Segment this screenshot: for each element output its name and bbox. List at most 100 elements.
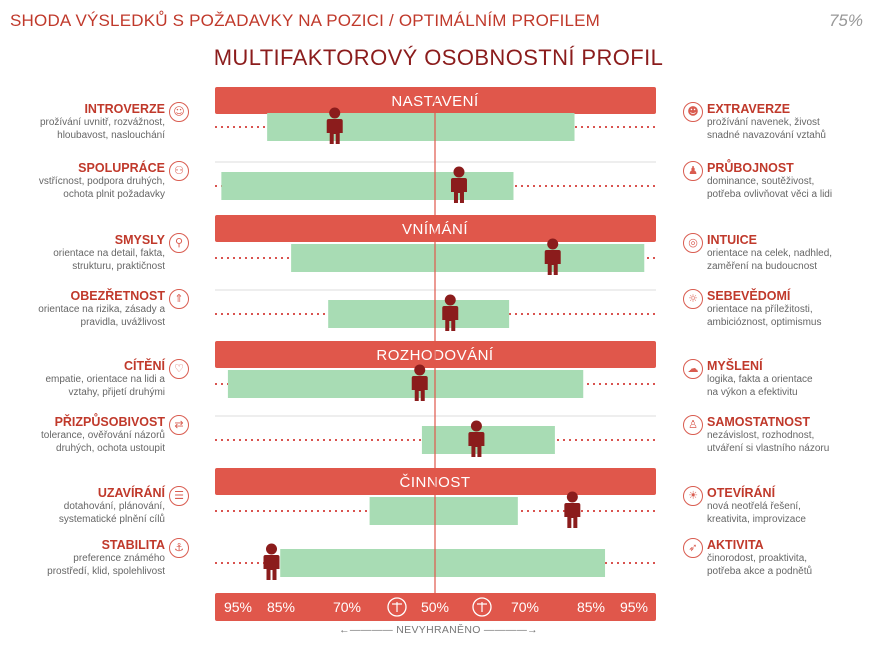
header-title: SHODA VÝSLEDKŮ S POŽADAVKY NA POZICI / O… xyxy=(10,11,601,30)
independent-person-icon: ♙ xyxy=(683,415,703,435)
trait-desc: utváření si vlastního názoru xyxy=(707,442,830,454)
person-marker xyxy=(263,543,280,580)
person-marker xyxy=(450,166,467,203)
trait-desc: empatie, orientace na lidi a xyxy=(45,374,165,385)
trait-desc: orientace na detail, fakta, xyxy=(53,248,165,259)
trait-name: PŘIZPŮSOBIVOST xyxy=(54,415,165,429)
axis-tick-label: 85% xyxy=(577,599,605,615)
axis-tick-label: 95% xyxy=(224,599,252,615)
trait-desc: logika, fakta a orientace xyxy=(707,374,813,385)
trait-right-0-1: PRŮBOJNOST dominance, soutěživost, potřeba… xyxy=(707,161,832,201)
trait-name: EXTRAVERZE xyxy=(707,102,791,116)
person-marker xyxy=(411,364,428,401)
assertive-person-icon: ♟ xyxy=(683,161,703,181)
trait-desc: nezávislost, rozhodnost, xyxy=(707,430,815,441)
trait-desc: potřeba ovlivňovat věci a lidi xyxy=(707,188,833,200)
optimal-range-band xyxy=(267,113,575,141)
trait-desc: orientace na celek, nadhled, xyxy=(707,248,833,259)
trait-desc: dotahování, plánování, xyxy=(63,501,165,512)
trait-name: SEBEVĚDOMÍ xyxy=(707,289,791,303)
trait-left-0-0: INTROVERZE prožívání uvnitř, rozvážnost, h… xyxy=(40,102,165,142)
trait-desc: prostředí, klid, spolehlivost xyxy=(47,565,165,577)
trait-desc: kreativita, improvizace xyxy=(707,513,806,525)
trait-desc: ambicióznost, optimismus xyxy=(707,316,822,328)
trait-left-2-0: CÍTĚNÍ empatie, orientace na lidi a vztahy… xyxy=(45,359,165,399)
trait-left-0-1: SPOLUPRÁCE vstřícnost, podpora druhých, oc… xyxy=(39,161,165,201)
trait-desc: vztahy, přijetí druhými xyxy=(68,386,165,398)
trait-name: AKTIVITA xyxy=(707,538,764,552)
footer-arrow-right-icon: ————→ xyxy=(480,624,538,636)
axis-bar xyxy=(215,593,656,621)
trait-name: CÍTĚNÍ xyxy=(124,359,165,373)
optimal-range-band xyxy=(328,300,510,328)
trait-left-3-0: UZAVÍRÁNÍ dotahování, plánování, systemati… xyxy=(59,486,165,526)
trait-desc: zaměření na budoucnost xyxy=(707,260,818,272)
extravert-person-icon: ☻ xyxy=(683,102,703,122)
confident-person-icon: ☼ xyxy=(683,289,703,309)
trait-desc: druhých, ochota ustoupit xyxy=(56,442,165,454)
optimal-range-band xyxy=(369,497,518,525)
trait-name: MYŠLENÍ xyxy=(707,359,763,373)
trait-name: STABILITA xyxy=(101,538,165,552)
main-title: MULTIFAKTOROVÝ OSOBNOSTNÍ PROFIL xyxy=(213,45,664,70)
trait-desc: nová neotřelá řešení, xyxy=(707,501,801,512)
person-marker xyxy=(564,491,581,528)
optimal-range-band xyxy=(421,426,555,454)
person-marker xyxy=(326,107,343,144)
person-marker xyxy=(468,420,485,457)
trait-left-2-1: PŘIZPŮSOBIVOST tolerance, ověřování názor… xyxy=(41,415,165,455)
match-percent: 75% xyxy=(828,11,863,30)
trait-name: SMYSLY xyxy=(114,233,165,247)
trait-desc: ochota plnit požadavky xyxy=(63,188,165,200)
trait-right-3-1: AKTIVITA činorodost, proaktivita, potřeba … xyxy=(707,538,812,578)
footer-label-text: NEVYHRANĚNO xyxy=(396,624,481,636)
trait-name: PRŮBOJNOST xyxy=(707,161,794,175)
trait-name: SPOLUPRÁCE xyxy=(78,161,165,175)
trait-right-2-0: MYŠLENÍ logika, fakta a orientace na výkon… xyxy=(707,359,813,399)
trait-desc: tolerance, ověřování názorů xyxy=(41,430,165,441)
lightbulb-icon: ☀ xyxy=(683,486,703,506)
axis-tick-label: 70% xyxy=(333,599,361,615)
trait-desc: prožívání navenek, živost xyxy=(707,117,820,128)
person-marker xyxy=(544,238,561,275)
optimal-range-band xyxy=(280,549,606,577)
optimal-range-band xyxy=(291,244,645,272)
trait-desc: preference známého xyxy=(73,553,165,564)
trait-name: OBEZŘETNOST xyxy=(70,289,165,303)
optimal-range-band xyxy=(227,370,584,398)
cooperation-people-icon: ⚇ xyxy=(169,161,189,181)
trait-desc: prožívání uvnitř, rozvážnost, xyxy=(39,117,165,128)
stable-person-icon: ⚓ xyxy=(169,538,189,558)
trait-desc: hloubavost, naslouchání xyxy=(57,129,165,141)
introvert-person-icon: ☺ xyxy=(169,102,189,122)
trait-right-2-1: SAMOSTATNOST nezávislost, rozhodnost, utvá… xyxy=(707,415,829,455)
trait-desc: orientace na rizika, zásady a xyxy=(38,304,165,315)
trait-left-3-1: STABILITA preference známého prostředí, kl… xyxy=(47,538,165,578)
trait-right-3-0: OTEVÍRÁNÍ nová neotřelá řešení, kreativita… xyxy=(707,486,806,526)
optimal-range-band xyxy=(221,172,514,200)
heart-icon: ♡ xyxy=(169,359,189,379)
magnifier-icon: ⚲ xyxy=(169,233,189,253)
footer-arrow-left-icon: ←———— xyxy=(339,624,397,636)
axis-tick-label: 50% xyxy=(421,599,449,615)
trait-desc: snadné navazování vztahů xyxy=(707,129,826,141)
brain-head-icon: ☁ xyxy=(683,359,703,379)
trait-name: INTUICE xyxy=(707,233,757,247)
trait-desc: systematické plnění cílů xyxy=(58,513,165,525)
trait-desc: pravidla, uvážlivost xyxy=(80,316,165,328)
active-running-icon: ➶ xyxy=(683,538,703,558)
footer-label: ←———— NEVYHRANĚNO ————→ xyxy=(0,624,877,636)
trait-name: UZAVÍRÁNÍ xyxy=(97,486,165,500)
shield-arrow-icon: ⇑ xyxy=(169,289,189,309)
trait-desc: potřeba akce a podnětů xyxy=(707,565,813,577)
trait-left-1-1: OBEZŘETNOST orientace na rizika, zásady a… xyxy=(38,289,165,329)
trait-desc: dominance, soutěživost, xyxy=(707,176,815,187)
trait-desc: orientace na příležitosti, xyxy=(707,304,813,315)
trait-right-1-0: INTUICE orientace na celek, nadhled, zaměř… xyxy=(707,233,832,273)
trait-desc: na výkon a efektivitu xyxy=(707,386,798,398)
trait-right-0-0: EXTRAVERZE prožívání navenek, živost snadn… xyxy=(707,102,826,142)
trait-name: SAMOSTATNOST xyxy=(707,415,811,429)
trait-desc: činorodost, proaktivita, xyxy=(707,553,808,564)
trait-left-1-0: SMYSLY orientace na detail, fakta, struktu… xyxy=(53,233,165,273)
checklist-icon: ☰ xyxy=(169,486,189,506)
